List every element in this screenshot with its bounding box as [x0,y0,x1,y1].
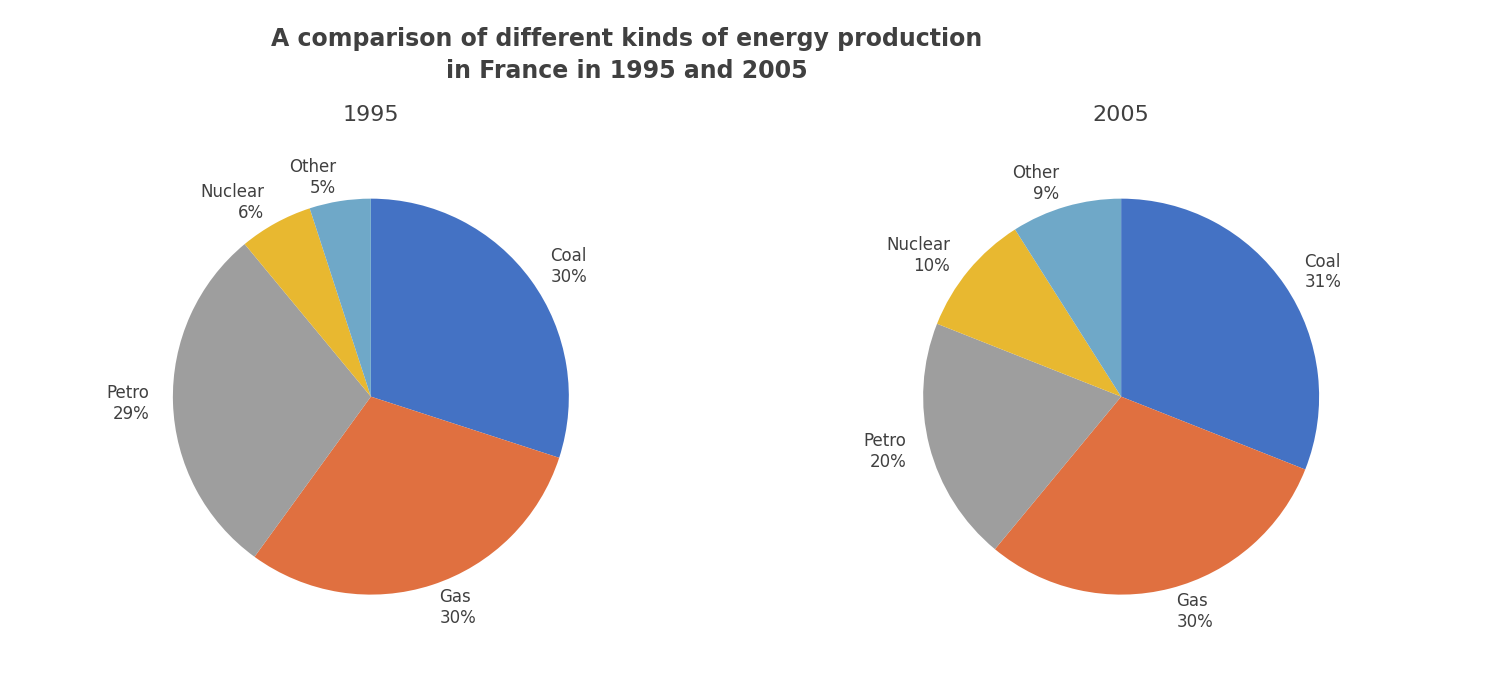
Title: 2005: 2005 [1092,105,1149,125]
Wedge shape [372,199,568,458]
Wedge shape [995,397,1306,595]
Text: A comparison of different kinds of energy production
in France in 1995 and 2005: A comparison of different kinds of energ… [272,27,982,83]
Text: Coal
31%: Coal 31% [1304,253,1341,292]
Text: Petro
20%: Petro 20% [864,433,906,471]
Wedge shape [937,229,1120,397]
Wedge shape [255,397,560,595]
Text: Other
9%: Other 9% [1012,164,1059,203]
Text: Coal
30%: Coal 30% [551,247,586,285]
Text: Other
5%: Other 5% [289,158,336,197]
Text: Gas
30%: Gas 30% [439,588,476,627]
Wedge shape [245,208,372,397]
Wedge shape [173,244,372,557]
Text: Gas
30%: Gas 30% [1176,592,1213,631]
Wedge shape [924,324,1120,549]
Text: Petro
29%: Petro 29% [106,384,149,423]
Text: Nuclear
10%: Nuclear 10% [886,236,950,275]
Text: Nuclear
6%: Nuclear 6% [200,183,264,222]
Wedge shape [1120,199,1319,469]
Wedge shape [1015,199,1120,397]
Title: 1995: 1995 [343,105,400,125]
Wedge shape [310,199,372,397]
